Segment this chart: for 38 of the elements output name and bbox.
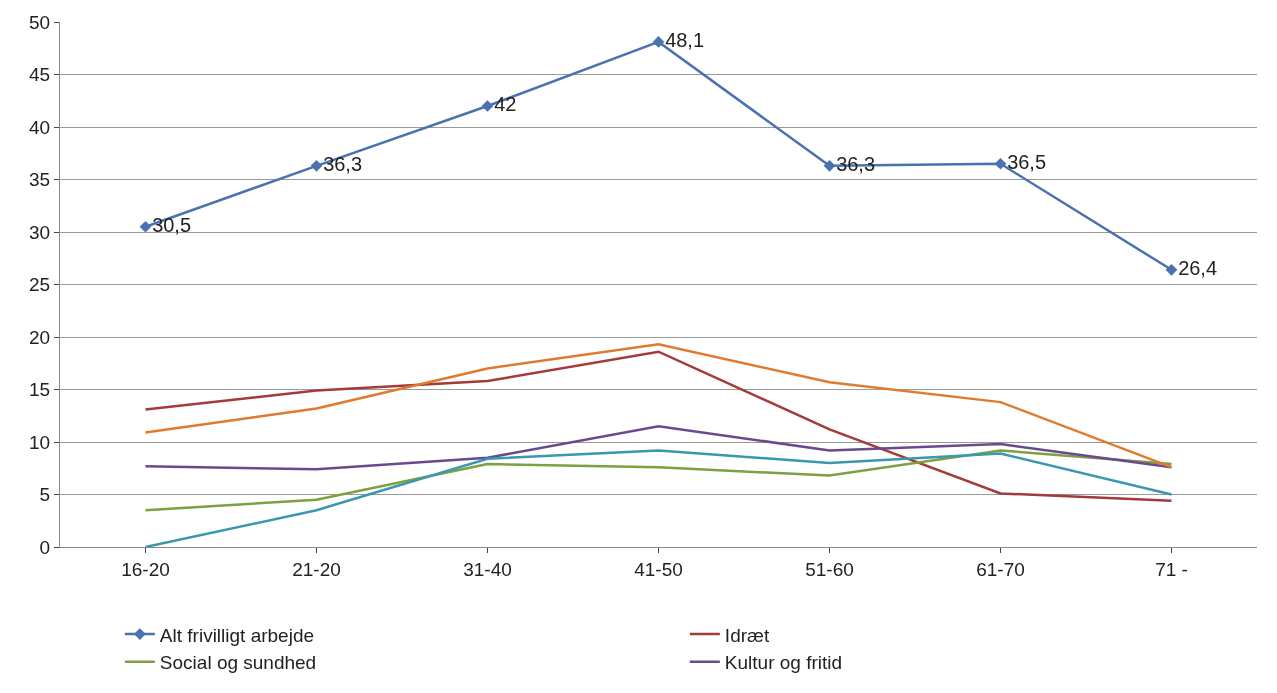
point (994, 157, 1007, 170)
data-label: 36,5 (1007, 150, 1047, 173)
point (310, 160, 323, 172)
point (481, 100, 494, 112)
x-tick-label: 51-60 (805, 558, 854, 580)
x-tick-label: 31-40 (463, 558, 512, 580)
legend-label: Idræt (724, 624, 770, 646)
point (139, 220, 152, 233)
y-tick-label: 25 (29, 274, 51, 296)
y-tick-label: 20 (29, 326, 51, 348)
x-tick-label: 16-20 (121, 558, 170, 580)
data-label: 26,4 (1178, 256, 1218, 279)
y-tick-label: 35 (29, 169, 51, 191)
y-tick-label: 10 (29, 431, 51, 453)
legend-label: Kultur og fritid (724, 652, 843, 674)
x-tick-label: 61-70 (976, 558, 1025, 580)
y-tick-label: 15 (29, 379, 51, 401)
line-series (144, 350, 1173, 503)
y-tick-label: 45 (29, 64, 51, 86)
x-tick-label: 21-20 (292, 558, 341, 580)
line-series (144, 343, 1173, 469)
legend-label: Alt frivilligt arbejde (159, 624, 315, 646)
data-label: 48,1 (665, 28, 705, 51)
data-label: 30,5 (152, 213, 192, 236)
line-series (144, 449, 1173, 547)
point (823, 160, 836, 172)
legend-label: Social og sundhed (159, 652, 317, 674)
x-tick-label: 71 - (1155, 558, 1188, 580)
data-label: 42 (494, 93, 517, 115)
y-tick-label: 30 (29, 221, 51, 243)
y-tick-label: 40 (29, 116, 51, 138)
data-label: 36,3 (323, 152, 363, 175)
y-tick-label: 0 (39, 536, 51, 558)
x-tick-label: 41-50 (634, 558, 683, 580)
point (652, 36, 665, 48)
point (1165, 263, 1178, 276)
y-tick-label: 5 (39, 484, 51, 506)
y-tick-label: 50 (29, 11, 51, 33)
